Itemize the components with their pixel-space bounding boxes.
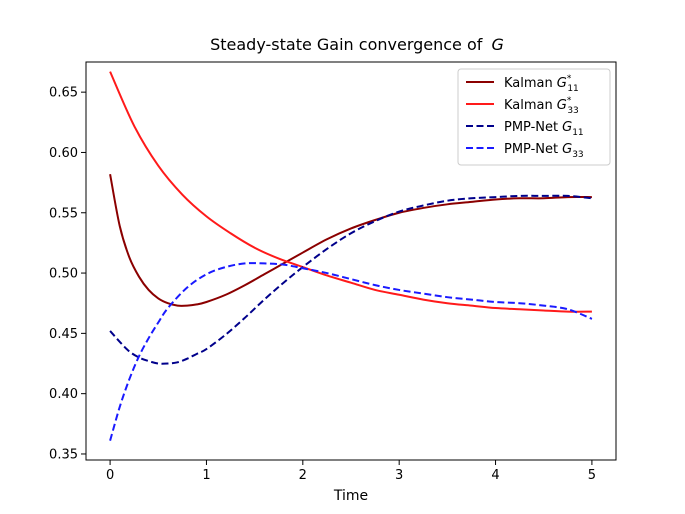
legend-label: Kalman G* 11	[504, 74, 579, 94]
kalman-g33-line	[109, 71, 592, 313]
y-tick-label: 0.50	[49, 267, 78, 282]
legend-box	[457, 68, 611, 166]
legend-entry-pmp-net-g33: PMP-Net G33	[466, 142, 584, 160]
legend-label-superscript: *	[567, 96, 572, 106]
legend-label-subscript: 11	[572, 128, 583, 138]
x-tick-label: 0	[106, 468, 114, 483]
x-axis: 0 1 2 3 4 5	[106, 460, 596, 483]
x-tick-label: 4	[491, 468, 499, 483]
y-tick-label: 0.35	[49, 447, 78, 462]
pmp-net-g11-line	[109, 194, 593, 365]
legend-label-symbol: G	[557, 98, 567, 113]
x-axis-title: Time	[333, 488, 368, 504]
legend-label-prefix: PMP-Net	[504, 120, 558, 135]
legend-label: PMP-Net G33	[504, 142, 584, 160]
legend-label-subscript: 11	[567, 84, 578, 94]
pmp-net-g33-line	[109, 262, 593, 441]
legend-label-superscript: *	[567, 74, 572, 84]
y-tick-label: 0.40	[49, 387, 78, 402]
legend-label-symbol: G	[562, 142, 572, 157]
y-axis: 0.35 0.40 0.45 0.50 0.55 0.60 0.65	[49, 86, 86, 462]
y-tick-label: 0.60	[49, 146, 78, 161]
legend-entry-kalman-g11: Kalman G* 11	[466, 74, 579, 94]
x-tick-label: 1	[202, 468, 210, 483]
series-layer	[109, 71, 593, 441]
x-tick-label: 2	[299, 468, 307, 483]
legend-label-subscript: 33	[567, 106, 578, 116]
legend-label-symbol: G	[562, 120, 572, 135]
y-tick-label: 0.45	[49, 327, 78, 342]
y-tick-label: 0.65	[49, 86, 78, 101]
chart-title: Steady-state Gain convergence of G	[210, 35, 504, 54]
legend-entry-pmp-net-g11: PMP-Net G11	[466, 120, 584, 138]
legend-label-subscript: 33	[572, 150, 583, 160]
plot-frame	[85, 61, 617, 461]
legend-entry-kalman-g33: Kalman G* 33	[466, 96, 579, 116]
legend-label-prefix: Kalman	[504, 76, 553, 91]
x-tick-label: 3	[395, 468, 403, 483]
chart-title-text: Steady-state Gain convergence of	[210, 35, 483, 54]
legend-label-prefix: PMP-Net	[504, 142, 558, 157]
x-tick-label: 5	[588, 468, 596, 483]
chart-title-group: Steady-state Gain convergence of G	[210, 35, 504, 54]
chart-title-symbol: G	[492, 35, 504, 54]
legend-label: PMP-Net G11	[504, 120, 584, 138]
kalman-g11-line	[109, 173, 592, 307]
legend-label: Kalman G* 33	[504, 96, 579, 116]
legend-label-prefix: Kalman	[504, 98, 553, 113]
legend-label-symbol: G	[557, 76, 567, 91]
y-tick-label: 0.55	[49, 206, 78, 221]
